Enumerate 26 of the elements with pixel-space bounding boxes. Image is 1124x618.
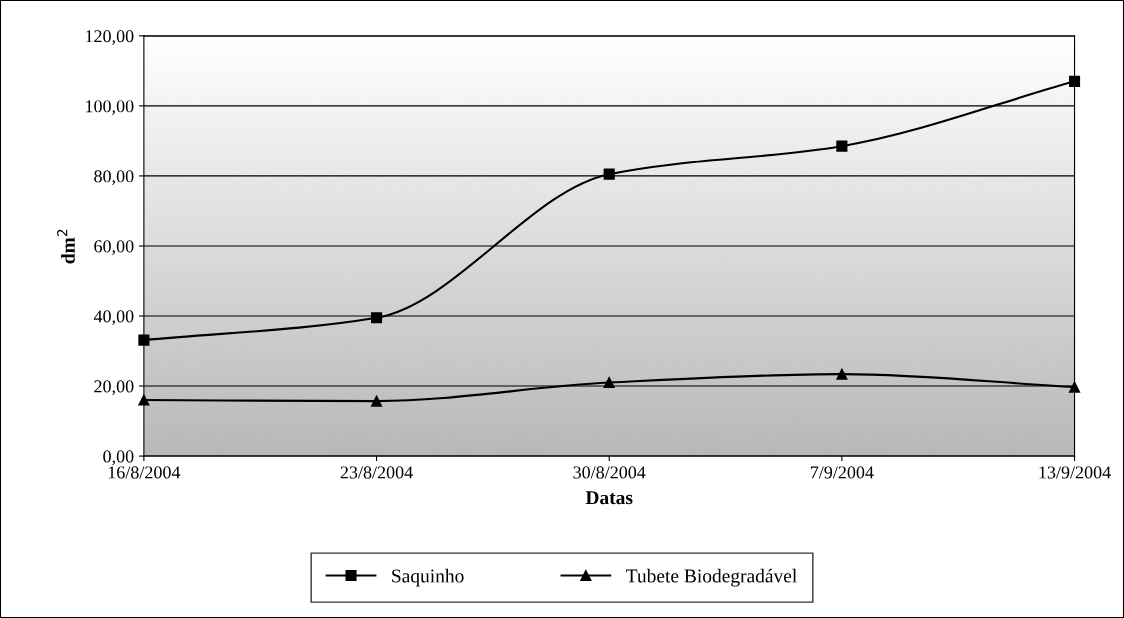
point xyxy=(836,140,848,152)
point xyxy=(370,312,383,324)
y-tick-label: 80,00 xyxy=(94,170,134,185)
y-axis-title: dm$^{2}$ xyxy=(57,229,75,264)
y-tick-label: 100,00 xyxy=(86,100,134,115)
point xyxy=(836,368,848,380)
point xyxy=(1068,75,1081,87)
y-tick-label: 20,00 xyxy=(94,380,134,396)
point xyxy=(370,395,383,407)
x-tick-label: 16/8/2004 xyxy=(108,466,181,479)
point xyxy=(603,376,615,389)
point xyxy=(138,334,150,346)
point xyxy=(1068,381,1081,393)
x-tick-label: 23/8/2004 xyxy=(340,466,413,479)
x-tick-label: 7/9/2004 xyxy=(810,466,874,479)
point xyxy=(603,168,615,180)
legend-label: Tubete Biodegradável xyxy=(626,568,797,587)
x-tick-label: 30/8/2004 xyxy=(573,466,646,479)
point xyxy=(138,394,150,406)
legend-label: Saquinho xyxy=(392,568,464,587)
x-axis-title: Datas xyxy=(585,491,633,505)
y-tick-label: 0,00 xyxy=(103,450,134,466)
x-tick-label: 13/9/2004 xyxy=(1039,466,1111,479)
y-tick-label: 120,00 xyxy=(86,30,134,45)
y-tick-label: 40,00 xyxy=(93,310,134,326)
y-tick-label: 60,00 xyxy=(94,240,134,255)
